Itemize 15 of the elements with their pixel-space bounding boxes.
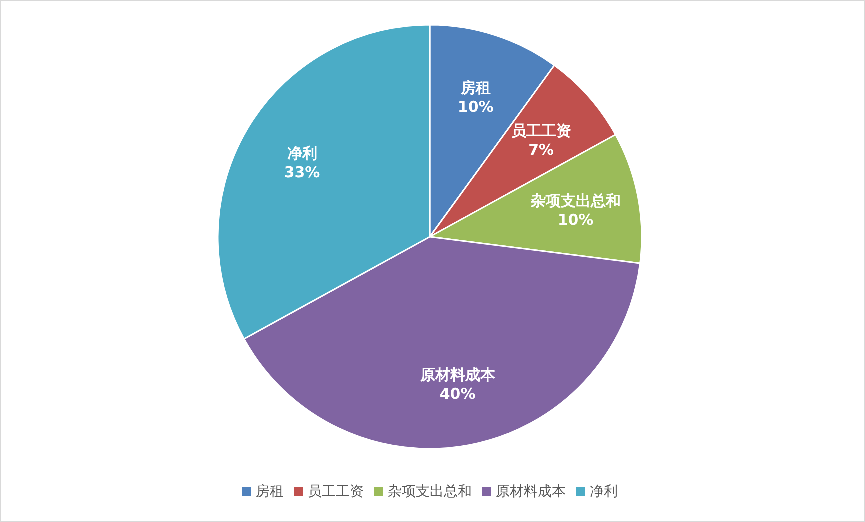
slice-label: 净利 [287,144,318,162]
data-label: 33% [284,163,320,182]
legend-label: 原材料成本 [496,484,566,500]
legend-label: 杂项支出总和 [388,484,472,500]
slice-label: 员工工资 [511,122,572,140]
data-label: 7% [528,140,554,159]
slice-label: 原材料成本 [419,366,496,384]
slice-label: 房租 [460,78,491,97]
data-label: 10% [558,211,594,230]
slice-label: 杂项支出总和 [530,192,621,210]
data-label: 10% [458,98,494,116]
data-label: 40% [440,384,476,403]
legend-label: 净利 [590,484,618,500]
legend-label: 房租 [256,484,284,500]
legend-label: 员工工资 [308,484,364,500]
